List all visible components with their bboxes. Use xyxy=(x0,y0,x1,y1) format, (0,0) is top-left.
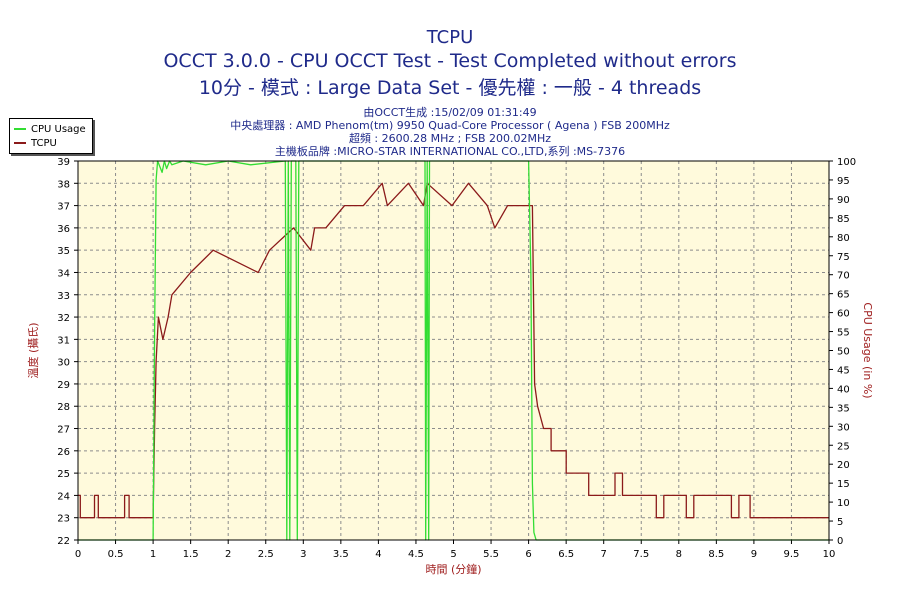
legend-label-cpu-usage: CPU Usage xyxy=(31,123,86,135)
y2-tick-label: 15 xyxy=(837,479,850,490)
legend-swatch-cpu-usage xyxy=(14,128,26,130)
y2-tick-label: 85 xyxy=(837,214,850,225)
x-tick-label: 7 xyxy=(601,549,607,560)
x-tick-label: 2 xyxy=(225,549,231,560)
x-tick-label: 1.5 xyxy=(183,549,199,560)
y2-tick-label: 50 xyxy=(837,347,850,358)
x-tick-label: 3 xyxy=(300,549,306,560)
x-tick-label: 5.5 xyxy=(483,549,499,560)
y-tick-label: 34 xyxy=(57,268,70,279)
legend: CPU Usage TCPU xyxy=(9,118,93,154)
y-tick-label: 28 xyxy=(57,402,70,413)
x-tick-label: 4 xyxy=(375,549,381,560)
y-tick-label: 22 xyxy=(57,536,70,547)
y-tick-label: 27 xyxy=(57,425,70,436)
y2-tick-label: 70 xyxy=(837,271,850,282)
plot-area xyxy=(78,161,829,540)
plot-frame xyxy=(77,160,830,541)
motherboard-info: 主機板品牌 :MICRO-STAR INTERNATIONAL CO.,LTD,… xyxy=(274,145,626,158)
y2-tick-label: 40 xyxy=(837,384,850,395)
y-tick-label: 23 xyxy=(57,514,70,525)
y-tick-label: 32 xyxy=(57,313,70,324)
x-tick-label: 0 xyxy=(75,549,81,560)
y2-tick-label: 20 xyxy=(837,460,850,471)
x-tick-label: 9 xyxy=(751,549,757,560)
y2-tick-label: 30 xyxy=(837,422,850,433)
legend-item-tcpu: TCPU xyxy=(14,137,57,149)
x-tick-label: 7.5 xyxy=(633,549,649,560)
y2-tick-label: 65 xyxy=(837,290,850,301)
x-tick-label: 9.5 xyxy=(783,549,799,560)
y2-tick-label: 5 xyxy=(837,517,843,528)
y2-tick-label: 95 xyxy=(837,176,850,187)
y2-tick-label: 90 xyxy=(837,195,850,206)
y2-tick-label: 100 xyxy=(837,157,856,168)
y-axis-label: 溫度 (攝氏) xyxy=(26,322,40,378)
y2-tick-label: 75 xyxy=(837,252,850,263)
y2-tick-label: 10 xyxy=(837,498,850,509)
x-tick-label: 1 xyxy=(150,549,156,560)
y-tick-label: 29 xyxy=(57,380,70,391)
x-tick-label: 2.5 xyxy=(258,549,274,560)
y2-axis-label: CPU Usage (in %) xyxy=(861,302,874,398)
y-tick-label: 36 xyxy=(57,224,70,235)
y2-tick-label: 60 xyxy=(837,309,850,320)
cpu-info: 中央處理器 : AMD Phenom(tm) 9950 Quad-Core Pr… xyxy=(230,119,670,132)
y2-tick-label: 35 xyxy=(837,403,850,414)
x-tick-label: 5 xyxy=(450,549,456,560)
x-tick-label: 6 xyxy=(525,549,531,560)
x-tick-label: 8.5 xyxy=(708,549,724,560)
y-tick-label: 25 xyxy=(57,469,70,480)
y-tick-label: 38 xyxy=(57,179,70,190)
x-tick-label: 6.5 xyxy=(558,549,574,560)
x-tick-label: 0.5 xyxy=(108,549,124,560)
x-axis-label: 時間 (分鐘) xyxy=(425,562,481,576)
x-tick-label: 10 xyxy=(823,549,836,560)
y-tick-label: 39 xyxy=(57,157,70,168)
y2-tick-label: 80 xyxy=(837,233,850,244)
chart-subtitle: OCCT 3.0.0 - CPU OCCT Test - Test Comple… xyxy=(163,50,737,72)
x-tick-label: 8 xyxy=(676,549,682,560)
y2-tick-label: 25 xyxy=(837,441,850,452)
chart-title: TCPU xyxy=(426,27,474,48)
x-tick-label: 4.5 xyxy=(408,549,424,560)
x-tick-label: 3.5 xyxy=(333,549,349,560)
y-tick-label: 30 xyxy=(57,358,70,369)
y-tick-label: 26 xyxy=(57,447,70,458)
y2-tick-label: 55 xyxy=(837,328,850,339)
legend-swatch-tcpu xyxy=(14,142,26,144)
generated-info: 由OCCT生成 :15/02/09 01:31:49 xyxy=(363,106,537,119)
y2-tick-label: 45 xyxy=(837,365,850,376)
legend-label-tcpu: TCPU xyxy=(31,137,57,149)
y-tick-label: 24 xyxy=(57,491,70,502)
y2-tick-label: 0 xyxy=(837,536,843,547)
legend-item-cpu-usage: CPU Usage xyxy=(14,123,86,135)
y-tick-label: 31 xyxy=(57,335,70,346)
clock-info: 超頻 : 2600.28 MHz ; FSB 200.02MHz xyxy=(348,132,552,145)
y-tick-label: 33 xyxy=(57,291,70,302)
chart-subtitle-2: 10分 - 模式 : Large Data Set - 優先權 : 一般 - 4… xyxy=(198,77,702,99)
y-tick-label: 37 xyxy=(57,202,70,213)
y-tick-label: 35 xyxy=(57,246,70,257)
